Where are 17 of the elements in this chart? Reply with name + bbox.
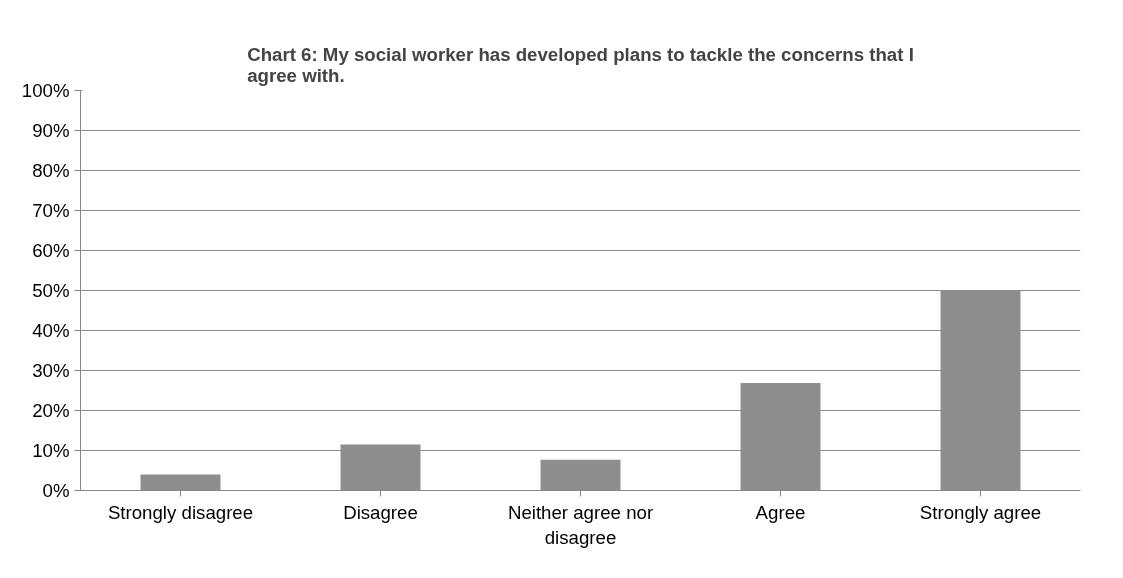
y-tick-label: 50% — [32, 280, 70, 301]
y-tick-label: 30% — [32, 360, 70, 381]
y-tick-label: 20% — [32, 400, 70, 421]
x-tick-label: Strongly disagree — [107, 501, 254, 523]
y-tick-label: 70% — [32, 200, 70, 221]
chart-title: Chart 6: My social worker has developed plans to tackle the concerns that I agree with. — [247, 43, 914, 86]
x-tick-label: Neither agree nor disagree — [507, 501, 654, 548]
y-tick-label: 60% — [32, 240, 70, 261]
y-tick-label: 0% — [42, 480, 70, 501]
x-tick-label: Strongly agree — [919, 501, 1042, 523]
y-tick-label: 10% — [32, 440, 70, 461]
x-tick-label: Disagree — [343, 501, 418, 523]
y-tick-label: 40% — [32, 320, 70, 341]
x-tick-label: Agree — [755, 501, 806, 523]
y-tick-label: 80% — [32, 160, 70, 181]
y-tick-label: 100% — [21, 80, 70, 101]
y-tick-label: 90% — [32, 120, 70, 141]
